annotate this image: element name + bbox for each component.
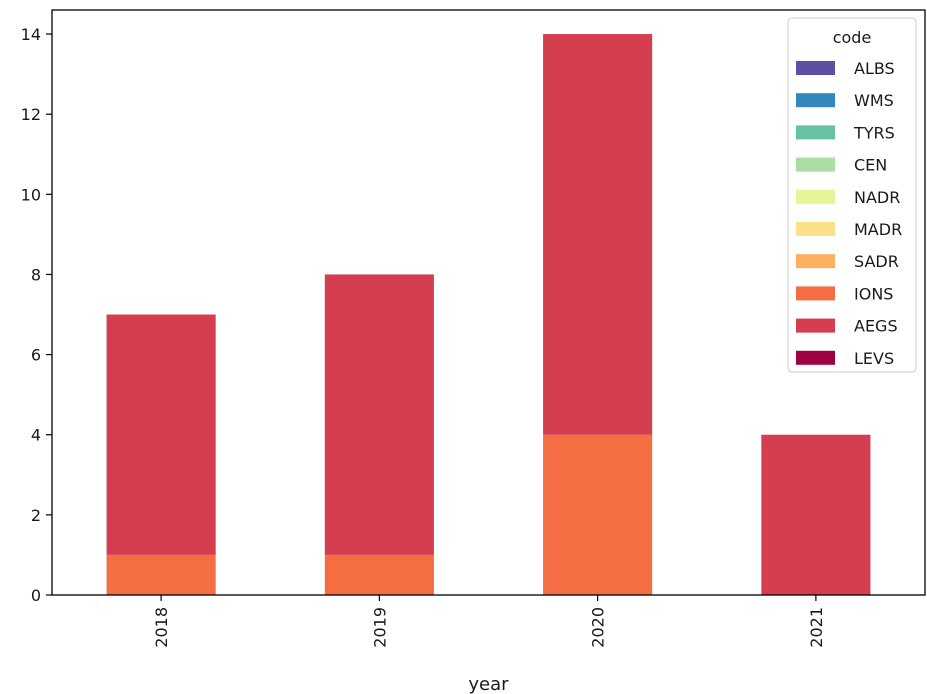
y-tick-label: 6	[31, 346, 41, 365]
bar-aegs-2019	[324, 274, 434, 555]
y-tick-label: 10	[21, 185, 41, 204]
x-tick-label: 2020	[589, 607, 608, 648]
legend-swatch-sadr	[796, 254, 835, 269]
legend-label-nadr: NADR	[854, 188, 900, 207]
legend-swatch-cen	[796, 157, 835, 172]
x-tick-label: 2019	[370, 607, 389, 648]
bar-aegs-2018	[106, 314, 216, 555]
legend: code ALBS WMS TYRS CEN NADR MADR SADR IONS AEGS LE…	[787, 17, 917, 373]
bars-layer	[106, 34, 871, 595]
y-axis: 0 2 4 6 8 10 12 14	[21, 25, 52, 605]
y-tick-label: 12	[21, 105, 41, 124]
y-tick-label: 14	[21, 25, 41, 44]
plot-frame	[51, 9, 926, 596]
x-axis-label: year	[468, 674, 509, 694]
legend-swatch-albs	[796, 61, 835, 75]
legend-label-albs: ALBS	[854, 59, 895, 78]
x-tick-label: 2021	[807, 607, 826, 648]
bar-ions-2020	[543, 434, 653, 595]
legend-label-madr: MADR	[854, 220, 902, 239]
legend-label-sadr: SADR	[854, 252, 899, 271]
bar-ions-2019	[324, 554, 434, 595]
bar-aegs-2021	[761, 434, 871, 595]
bar-ions-2018	[106, 554, 216, 595]
legend-title: code	[833, 28, 872, 47]
y-tick-label: 4	[31, 426, 41, 445]
legend-swatch-aegs	[796, 318, 835, 333]
legend-label-cen: CEN	[854, 156, 887, 175]
legend-label-tyrs: TYRS	[853, 123, 895, 142]
legend-label-wms: WMS	[854, 91, 894, 110]
legend-swatch-ions	[796, 286, 835, 301]
legend-label-levs: LEVS	[854, 349, 894, 368]
x-axis: 2018 2019 2020 2021	[152, 595, 826, 648]
legend-swatch-wms	[796, 93, 835, 108]
y-tick-label: 2	[31, 506, 41, 525]
legend-swatch-nadr	[796, 189, 835, 204]
legend-swatch-tyrs	[796, 125, 835, 140]
y-tick-label: 0	[31, 586, 41, 605]
legend-label-ions: IONS	[854, 284, 893, 303]
x-tick-label: 2018	[152, 607, 171, 648]
bar-aegs-2020	[543, 34, 653, 435]
y-tick-label: 8	[31, 265, 41, 284]
legend-label-aegs: AEGS	[854, 317, 898, 336]
legend-swatch-madr	[796, 222, 835, 236]
legend-swatch-levs	[796, 350, 835, 365]
